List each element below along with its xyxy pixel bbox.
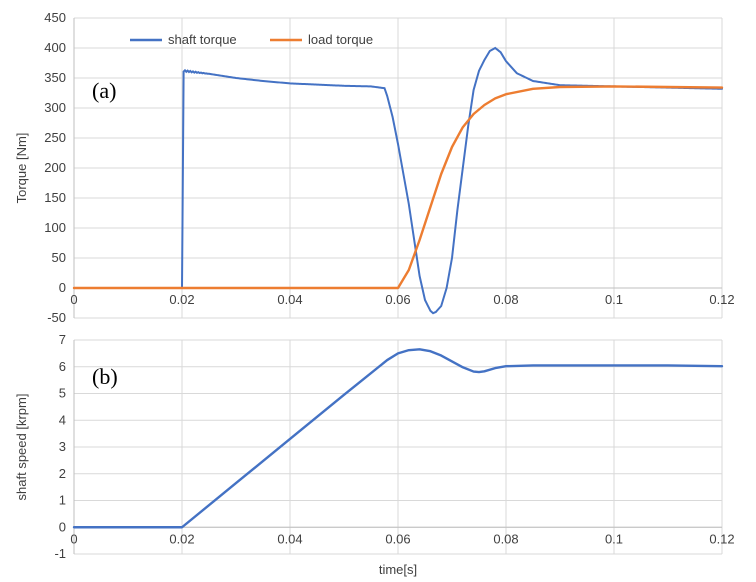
- y-tick-label: -50: [47, 310, 66, 325]
- y-tick-label: 50: [52, 250, 66, 265]
- y-tick-label: 300: [44, 100, 66, 115]
- x-tick-label: 0.12: [709, 292, 734, 307]
- legend-entry: load torque: [308, 32, 373, 47]
- x-tick-label: 0.08: [493, 292, 518, 307]
- x-tick-label: 0.02: [169, 292, 194, 307]
- x-tick-label: 0.06: [385, 292, 410, 307]
- y-tick-label: -1: [54, 546, 66, 561]
- y-tick-label: 1: [59, 493, 66, 508]
- x-tick-label: 0.12: [709, 531, 734, 546]
- y-tick-label: 6: [59, 359, 66, 374]
- y-tick-label: 4: [59, 412, 66, 427]
- y-tick-label: 0: [59, 519, 66, 534]
- chart-panel-b: -1 0 1 2 3 4 5 6 7 0 0.02 0.04 0.06 0.08 0.1 0.12 shaft …: [14, 332, 735, 577]
- y-tick-label: 2: [59, 466, 66, 481]
- x-tick-label: 0.04: [277, 292, 302, 307]
- y-tick-label: 350: [44, 70, 66, 85]
- legend-entry: shaft torque: [168, 32, 237, 47]
- x-tick-label: 0.1: [605, 292, 623, 307]
- x-tick-label: 0.04: [277, 531, 302, 546]
- x-axis-title: time[s]: [379, 562, 417, 577]
- y-tick-label: 400: [44, 40, 66, 55]
- y-tick-label: 7: [59, 332, 66, 347]
- x-tick-label: 0.1: [605, 531, 623, 546]
- series-line-load-torque: [72, 85, 724, 290]
- y-tick-label: 200: [44, 160, 66, 175]
- x-tick-label: 0.02: [169, 531, 194, 546]
- y-tick-label: 450: [44, 10, 66, 25]
- x-tick-label: 0.08: [493, 531, 518, 546]
- x-tick-label: 0.06: [385, 531, 410, 546]
- panel-label: (b): [92, 364, 118, 389]
- y-tick-label: 5: [59, 386, 66, 401]
- y-axis-title: shaft speed [krpm]: [14, 394, 29, 501]
- y-tick-label: 0: [59, 280, 66, 295]
- y-tick-label: 250: [44, 130, 66, 145]
- series-line-shaft-speed: [72, 348, 724, 529]
- y-tick-label: 150: [44, 190, 66, 205]
- y-tick-label: 3: [59, 439, 66, 454]
- x-tick-label: 0: [70, 531, 77, 546]
- y-axis-title: Torque [Nm]: [14, 133, 29, 204]
- x-tick-label: 0: [70, 292, 77, 307]
- y-tick-label: 100: [44, 220, 66, 235]
- chart-panel-a: -50 0 50 100 150 200 250 300 350 400 450 0 0.02 0.04 0…: [14, 10, 735, 325]
- panel-label: (a): [92, 78, 116, 103]
- legend: shaft torque load torque: [130, 32, 373, 47]
